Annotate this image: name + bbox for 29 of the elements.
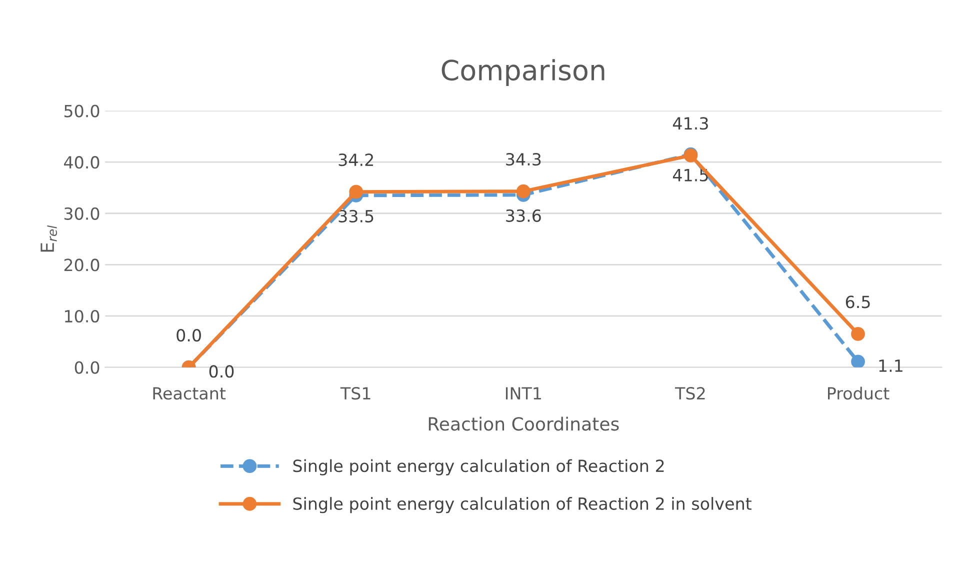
- x-tick-label: TS2: [674, 387, 705, 400]
- y-axis-title: E$_{rel}$: [40, 225, 58, 252]
- x-tick-label: TS1: [340, 387, 370, 400]
- legend-label: Single point energy calculation of Reaction 2: [293, 459, 664, 476]
- y-tick-label: 20.0: [64, 258, 100, 272]
- x-tick-label: Product: [828, 386, 890, 400]
- y-tick-label: 30.0: [64, 207, 100, 220]
- x-tick-label: INT1: [506, 387, 541, 400]
- y-tick-label: 50.0: [64, 104, 100, 118]
- point: [851, 327, 865, 341]
- data-label: 33.5: [338, 210, 374, 222]
- point: [516, 184, 530, 198]
- point: [349, 184, 364, 199]
- data-label: 33.6: [506, 209, 541, 222]
- data-label: 0.0: [209, 365, 234, 378]
- data-label: 1.1: [879, 360, 902, 372]
- x-axis-title: Reaction Coordinates: [428, 416, 619, 431]
- data-label: 34.2: [338, 154, 373, 166]
- data-label: 0.0: [176, 328, 201, 342]
- data-label: 41.3: [672, 117, 708, 130]
- point: [851, 354, 865, 368]
- data-label: 34.3: [506, 152, 541, 166]
- legend-label: Single point energy calculation of Reaction 2 in solvent: [293, 497, 752, 514]
- y-tick-label: 0.0: [74, 361, 100, 374]
- y-tick-label: 40.0: [64, 156, 100, 169]
- chart-title: Comparison: [442, 59, 604, 86]
- x-tick-label: Reactant: [153, 387, 226, 400]
- data-label: 6.5: [846, 296, 870, 308]
- y-tick-label: 10.0: [65, 310, 100, 323]
